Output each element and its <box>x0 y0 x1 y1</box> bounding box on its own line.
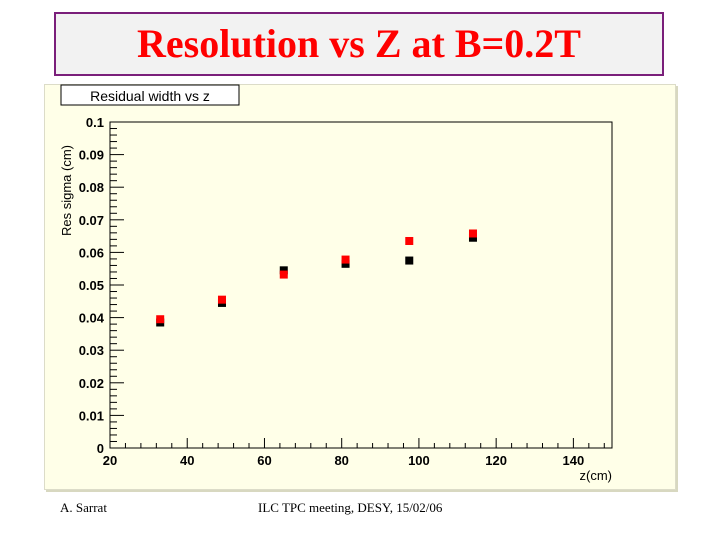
red-data-point <box>156 315 165 324</box>
plot-canvas <box>44 84 676 490</box>
y-tick-label: 0.02 <box>79 376 104 391</box>
red-data-point <box>405 236 414 245</box>
y-tick-label: 0.1 <box>86 115 104 130</box>
chart-title-box <box>60 84 240 106</box>
footer-meeting: ILC TPC meeting, DESY, 15/02/06 <box>258 500 443 515</box>
footer-author: A. Sarrat <box>60 500 107 515</box>
y-tick-label: 0.08 <box>79 180 104 195</box>
x-tick-label: 60 <box>257 453 271 468</box>
red-data-point <box>279 270 288 279</box>
y-tick-label: 0.01 <box>79 408 104 423</box>
x-tick-label: 120 <box>485 453 507 468</box>
x-tick-label: 80 <box>334 453 348 468</box>
slide-title-box: Resolution vs Z at B=0.2T <box>54 12 664 76</box>
red-data-point <box>341 255 350 264</box>
y-tick-label: 0 <box>97 441 104 456</box>
y-tick-label: 0.07 <box>79 213 104 228</box>
x-tick-label: 100 <box>408 453 430 468</box>
x-tick-label: 40 <box>180 453 194 468</box>
black-data-point <box>405 256 414 265</box>
y-tick-label: 0.09 <box>79 148 104 163</box>
red-data-point <box>217 295 226 304</box>
plot-frame <box>109 121 613 449</box>
x-axis-label: z(cm) <box>580 468 613 483</box>
y-tick-label: 0.05 <box>79 278 104 293</box>
x-tick-label: 140 <box>563 453 585 468</box>
y-tick-label: 0.04 <box>79 311 105 326</box>
slide-title: Resolution vs Z at B=0.2T <box>137 21 581 66</box>
black-data-point <box>279 266 288 275</box>
black-data-point <box>468 233 477 242</box>
y-axis-label: Res sigma (cm) <box>59 145 74 236</box>
black-data-point <box>341 259 350 268</box>
red-data-point <box>468 229 477 238</box>
chart-title: Residual width vs z <box>90 88 210 104</box>
y-tick-label: 0.06 <box>79 245 104 260</box>
x-tick-label: 20 <box>103 453 117 468</box>
y-tick-label: 0.03 <box>79 343 104 358</box>
